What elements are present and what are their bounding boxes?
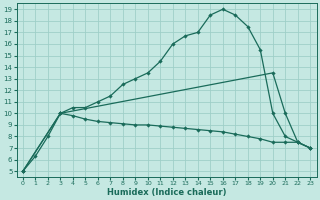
X-axis label: Humidex (Indice chaleur): Humidex (Indice chaleur)	[107, 188, 226, 197]
